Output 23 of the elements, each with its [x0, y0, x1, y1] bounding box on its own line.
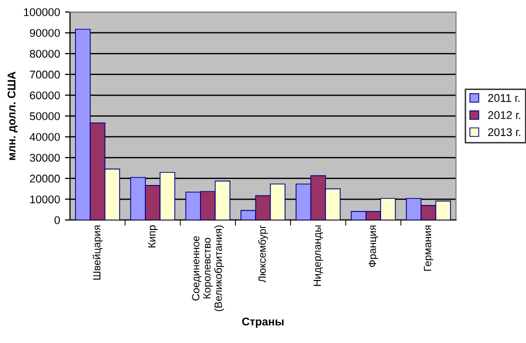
x-tick-label: Швейцария [92, 226, 103, 280]
x-tick-label: Соединенное Королевство (Великобритания) [192, 226, 224, 312]
y-tick-label: 40000 [30, 133, 60, 141]
x-tick-label: Кипр [148, 225, 158, 248]
legend-label: 2012 г. [488, 111, 520, 120]
y-tick-label: 60000 [30, 91, 60, 100]
x-tick-label: Люксембург [258, 225, 268, 283]
y-axis-title: млн. долл. США [8, 72, 18, 160]
legend-label: 2013 г. [488, 128, 520, 136]
y-tick-label: 10000 [30, 195, 60, 204]
x-tick-label: Нидерланды [314, 226, 323, 286]
x-tick-label: Франция [368, 226, 378, 267]
y-tick-label: 0 [54, 216, 60, 224]
y-tick-label: 30000 [30, 154, 60, 162]
y-tick-label: 50000 [30, 112, 60, 120]
y-tick-label: 100000 [24, 8, 60, 16]
y-tick-label: 90000 [30, 29, 60, 37]
x-tick-label: Германия [424, 226, 434, 271]
x-axis-title: Страны [242, 318, 284, 328]
legend-label: 2011 г. [488, 94, 520, 102]
y-tick-label: 80000 [30, 50, 60, 58]
y-tick-label: 70000 [30, 70, 60, 79]
y-tick-label: 20000 [30, 174, 60, 183]
